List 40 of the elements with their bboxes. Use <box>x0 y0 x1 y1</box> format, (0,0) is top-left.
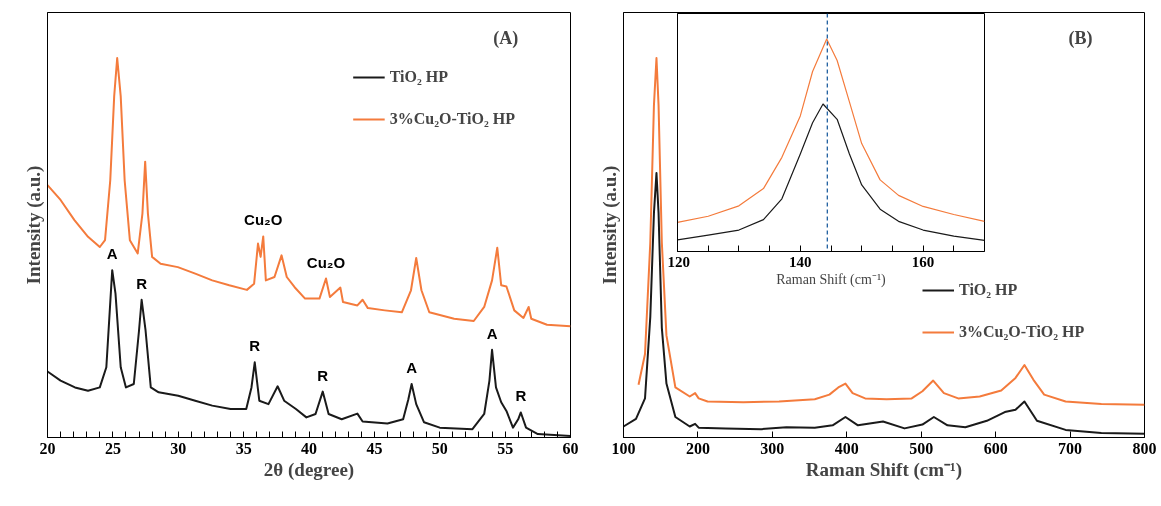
x-tick-label: 55 <box>497 439 514 457</box>
annotation: R <box>136 274 148 292</box>
x-tick-label: 160 <box>911 253 935 270</box>
annotation: R <box>317 366 329 384</box>
x-tick-label: 45 <box>366 439 383 457</box>
x-tick-label: 35 <box>235 439 252 457</box>
legend-label: TiO₂ HP <box>959 280 1018 299</box>
legend-label: TiO₂ HP <box>389 68 448 86</box>
annotation: Cu₂O <box>306 253 346 271</box>
x-tick-label: 20 <box>39 439 56 457</box>
x-tick-label: 600 <box>983 439 1008 457</box>
annotation: A <box>486 324 498 342</box>
x-tick-label: 140 <box>789 253 812 270</box>
x-tick-label: 25 <box>104 439 121 457</box>
x-axis-title: Raman Shift (cm⁻¹) <box>776 271 887 288</box>
x-tick-label: 700 <box>1058 439 1083 457</box>
annotation: R <box>249 337 261 355</box>
x-tick-label: 400 <box>834 439 859 457</box>
x-tick-label: 40 <box>301 439 317 457</box>
y-axis-title: Intensity (a.u.) <box>22 165 45 285</box>
legend-label: 3%Cu₂O-TiO₂ HP <box>959 322 1085 341</box>
x-tick-label: 30 <box>170 439 187 457</box>
x-tick-label: 100 <box>611 439 636 457</box>
legend-label: 3%Cu₂O-TiO₂ HP <box>389 110 515 128</box>
y-axis-title: Intensity (a.u.) <box>598 165 621 285</box>
chart-title: (A) <box>493 28 519 49</box>
x-tick-label: 500 <box>909 439 934 457</box>
x-axis-title: 2θ (degree) <box>263 458 355 481</box>
x-tick-label: 200 <box>685 439 710 457</box>
annotation: A <box>106 245 118 263</box>
x-axis-title: Raman Shift (cm⁻¹) <box>805 458 963 481</box>
annotation: A <box>406 359 418 376</box>
x-tick-label: 60 <box>562 439 579 457</box>
x-tick-label: 120 <box>667 253 690 270</box>
x-tick-label: 50 <box>431 439 448 457</box>
annotation: Cu₂O <box>244 211 283 229</box>
chart-title: (B) <box>1068 28 1093 49</box>
annotation: R <box>515 387 527 405</box>
x-tick-label: 300 <box>760 439 785 457</box>
x-tick-label: 800 <box>1132 439 1157 457</box>
